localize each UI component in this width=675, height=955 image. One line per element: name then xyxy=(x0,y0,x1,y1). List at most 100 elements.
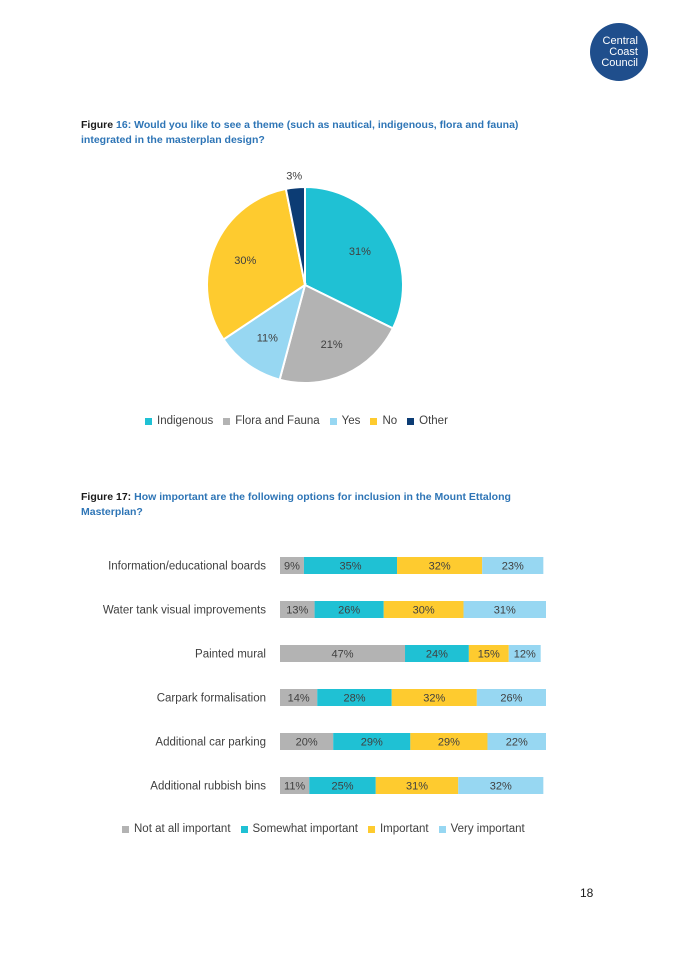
bar-segment-not-at-all-important xyxy=(280,777,310,794)
pie-legend-item-no: No xyxy=(370,415,397,427)
legend-swatch xyxy=(438,825,446,833)
bar-value-label: 11% xyxy=(284,781,305,793)
legend-label: Important xyxy=(379,823,429,835)
bar-value-label: 20% xyxy=(296,737,318,749)
figure-17-question: How important are the following options … xyxy=(81,491,511,518)
bar-value-label: 24% xyxy=(426,649,448,661)
bar-value-label: 28% xyxy=(343,693,365,705)
bar-value-label: 47% xyxy=(331,649,353,661)
legend-label: Yes xyxy=(341,415,361,427)
bar-value-label: 23% xyxy=(502,561,524,573)
council-logo: Central Coast Council xyxy=(590,23,648,81)
bar-segment-somewhat-important xyxy=(303,557,398,574)
pie-slice-no xyxy=(206,187,307,341)
bar-segment-important xyxy=(397,557,483,574)
page-number: 18 xyxy=(580,886,594,900)
bar-segment-very-important xyxy=(458,777,544,794)
logo-line-1: Central xyxy=(602,34,638,47)
bar-legend-item-very-important: Very important xyxy=(438,823,525,835)
logo-line-2: Coast xyxy=(609,45,638,58)
legend-swatch xyxy=(367,825,375,833)
figure-17-title: Figure 17: How important are the followi… xyxy=(81,490,561,520)
bar-value-label: 32% xyxy=(490,781,512,793)
bar-value-label: 30% xyxy=(413,605,435,617)
bar-segment-very-important xyxy=(482,557,544,574)
bar-segment-somewhat-important xyxy=(309,777,376,794)
figure-16-question: 16: Would you like to see a theme (such … xyxy=(81,119,519,146)
legend-label: No xyxy=(382,415,398,427)
legend-swatch xyxy=(223,417,231,425)
category-label-information-educational-boards: Information/educational boards xyxy=(108,561,266,573)
bar-segment-somewhat-important xyxy=(314,601,384,618)
bar-segment-important xyxy=(410,733,488,750)
legend-label: Indigenous xyxy=(157,415,214,427)
bar-segment-not-at-all-important xyxy=(280,601,315,618)
bar-value-label: 14% xyxy=(288,693,310,705)
pie-legend: Indigenous Flora and Fauna Yes No Other xyxy=(145,415,458,427)
bar-segment-not-at-all-important xyxy=(280,733,334,750)
bar-segment-important xyxy=(391,689,477,706)
bar-value-label: 9% xyxy=(284,561,300,573)
figure-16-label: Figure xyxy=(81,119,114,131)
bar-segment-somewhat-important xyxy=(333,733,411,750)
bar-value-label: 26% xyxy=(338,605,360,617)
bar-segment-very-important xyxy=(463,601,546,618)
bar-segment-not-at-all-important xyxy=(280,689,318,706)
pie-legend-item-yes: Yes xyxy=(329,415,361,427)
category-label-painted-mural: Painted mural xyxy=(195,649,266,661)
bar-segment-not-at-all-important xyxy=(280,645,406,662)
bar-value-label: 29% xyxy=(438,737,460,749)
figure-17-label: Figure 17: xyxy=(81,491,132,503)
pie-label-indigenous: 31% xyxy=(349,246,371,258)
bar-segment-very-important xyxy=(508,645,541,662)
bar-value-label: 12% xyxy=(514,649,536,661)
bar-value-label: 25% xyxy=(331,781,353,793)
pie-legend-item-flora-and-fauna: Flora and Fauna xyxy=(223,415,320,427)
legend-label: Somewhat important xyxy=(252,823,358,835)
bar-segment-somewhat-important xyxy=(405,645,469,662)
legend-swatch xyxy=(122,825,129,833)
pie-label-no: 30% xyxy=(234,255,256,267)
pie-legend-item-other: Other xyxy=(407,415,448,427)
bar-segment-important xyxy=(375,777,459,794)
pie-slice-indigenous xyxy=(304,185,404,330)
bar-segment-very-important xyxy=(487,733,546,750)
category-label-carpark-formalisation: Carpark formalisation xyxy=(157,693,266,705)
bar-segment-somewhat-important xyxy=(317,689,392,706)
bar-value-label: 26% xyxy=(500,693,522,705)
category-label-additional-rubbish-bins: Additional rubbish bins xyxy=(150,781,266,793)
pie-slice-yes xyxy=(222,282,307,381)
bar-segment-important xyxy=(468,645,509,662)
bar-segment-very-important xyxy=(476,689,546,706)
bar-legend-item-somewhat-important: Somewhat important xyxy=(240,823,358,835)
bar-legend-item-important: Important xyxy=(367,823,429,835)
bar-segment-important xyxy=(383,601,464,618)
legend-label: Very important xyxy=(450,823,525,835)
legend-swatch xyxy=(407,417,415,425)
legend-label: Not at all important xyxy=(134,823,231,835)
legend-swatch xyxy=(240,825,248,833)
bar-segment-not-at-all-important xyxy=(280,557,304,574)
legend-swatch xyxy=(329,417,337,425)
pie-label-flora-and-fauna: 21% xyxy=(321,339,343,351)
category-label-additional-car-parking: Additional car parking xyxy=(155,737,266,749)
bar-value-label: 15% xyxy=(478,649,500,661)
pie-label-other: 3% xyxy=(286,171,302,183)
legend-swatch xyxy=(370,417,378,425)
bar-value-label: 29% xyxy=(361,737,383,749)
legend-swatch xyxy=(145,417,152,425)
bar-legend-item-not-at-all-important: Not at all important xyxy=(122,823,231,835)
legend-label: Other xyxy=(419,415,448,427)
logo-line-3: Council xyxy=(601,56,638,69)
pie-legend-item-indigenous: Indigenous xyxy=(145,415,213,427)
pie-slice-other xyxy=(284,185,306,286)
bar-value-label: 35% xyxy=(339,561,361,573)
category-label-water-tank-visual-improvements: Water tank visual improvements xyxy=(103,605,266,617)
pie-slice-flora-and-fauna xyxy=(278,283,395,384)
bar-value-label: 31% xyxy=(406,781,428,793)
bar-value-label: 22% xyxy=(506,737,528,749)
bar-value-label: 32% xyxy=(429,561,451,573)
legend-label: Flora and Fauna xyxy=(235,415,320,427)
